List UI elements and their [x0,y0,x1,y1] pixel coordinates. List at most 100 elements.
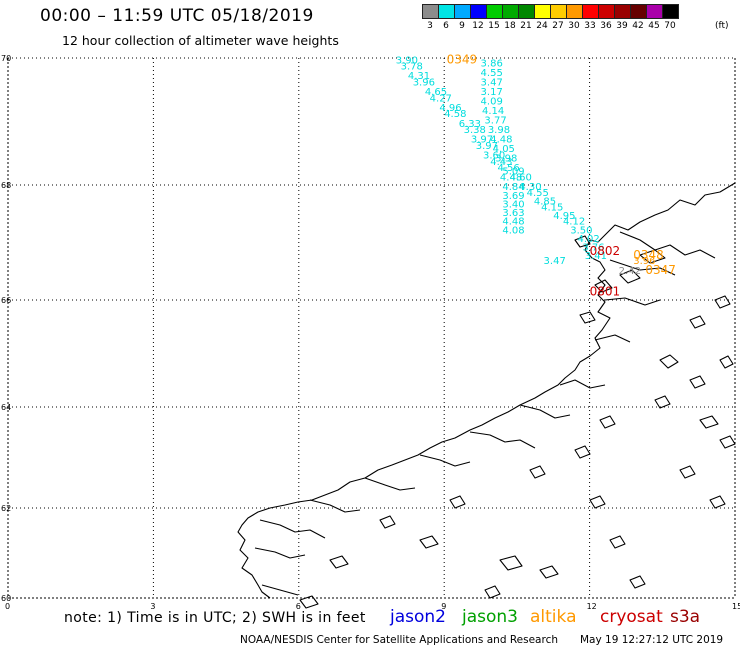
pass-time-label: 0348 [633,248,664,262]
wave-height-label: 3.47 [481,77,503,88]
lat-tick-label: 60 [1,594,11,603]
misc-wave-labels: 3.962.42 3.47 [544,256,656,277]
color-scale-labels: 3 6 9 12 15 18 21 24 27 30 33 36 39 42 45 70 [422,21,678,35]
satellite-legend-item: jason3 [462,607,518,627]
wave-height-label: 3.63 [502,208,524,219]
wave-height-label: 4.12 [563,217,585,228]
wave-height-label: 4.48 [500,173,522,184]
wave-height-label: 4.96 [439,103,461,114]
color-scale-label: 39 [616,21,628,31]
wave-height-label: 4.55 [527,188,549,199]
lat-tick-label: 68 [1,181,11,190]
wave-height-label: 4.48 [502,217,524,228]
wave-height-label: 3.86 [481,58,503,69]
lon-tick-label: 6 [296,602,301,611]
color-scale-label: 12 [472,21,484,31]
lat-tick-label: 64 [1,403,11,412]
satellite-legend-item: s3a [670,607,701,627]
wave-height-label: 4.15 [541,202,563,213]
wave-height-label: 3.98 [488,125,510,136]
wave-height-color-scale: 3 6 9 12 15 18 21 24 27 30 33 36 39 42 45 70 [422,4,679,35]
wave-height-label: 2.42 [619,266,641,277]
wave-height-label: 4.55 [481,68,503,79]
lat-tick-label: 62 [1,504,11,513]
wave-height-label: 4.43 [490,157,512,168]
axis-ticks: 70 68 66 64 62 600 3 6 9 12 15 [1,54,740,611]
wave-height-label: 3.98 [495,154,517,165]
color-scale-label: 15 [488,21,500,31]
wave-height-label: 3.60 [483,151,505,162]
color-scale-label: 30 [568,21,580,31]
wave-height-label: 4.09 [481,97,503,108]
map-frame [7,57,736,599]
altimeter-track-a: 3.864.553.473.174.094.143.773.984.484.05… [481,58,525,236]
wave-height-label: 3.47 [544,256,566,267]
altimeter-track-b: 3.903.784.313.964.654.274.964.586.333.38… [396,55,607,262]
color-scale-label: 21 [520,21,532,31]
wave-height-label: 4.84 [502,182,524,193]
color-scale-label: 36 [600,21,612,31]
color-scale-label: 9 [459,21,465,31]
wave-height-label: 3.90 [396,55,418,66]
color-scale-label: 6 [443,21,449,31]
lon-tick-label: 3 [150,602,155,611]
wave-height-label: 4.31 [408,71,430,82]
wave-height-label: 3.50 [570,225,592,236]
wave-height-label: 3.76 [582,243,604,254]
satellite-legend-item: jason2 [390,607,446,627]
pass-time-label: 0801 [590,284,621,298]
wave-height-label: 4.27 [430,93,452,104]
color-scale-label: 24 [536,21,548,31]
wave-height-label: 4.58 [444,109,466,120]
wave-height-label: 4.65 [425,87,447,98]
wave-height-label: 3.69 [502,191,524,202]
color-scale-label: 18 [504,21,516,31]
color-scale-swatch [662,4,679,19]
color-scale-unit: (ft) [715,21,729,31]
wave-height-label: 4.14 [482,106,504,117]
lon-tick-label: 12 [587,602,597,611]
color-scale-swatches [422,4,679,19]
note-text: note: 1) Time is in UTC; 2) SWH is in fe… [64,610,366,626]
pass-time-label: 0347 [645,263,676,277]
satellite-legend-item: altika [530,607,577,627]
footer-source: NOAA/NESDIS Center for Satellite Applica… [240,634,558,646]
wave-height-label: 3.78 [401,62,423,73]
satellite-legend-item: cryosat [600,607,663,627]
color-scale-label: 70 [664,21,676,31]
wave-height-label: 4.56 [498,163,520,174]
map-title: 00:00 – 11:59 UTC 05/18/2019 [40,6,314,26]
wave-height-label: 3.41 [585,251,607,262]
color-scale-label: 27 [552,21,564,31]
wave-height-label: 3.97 [471,135,493,146]
lat-lon-grid [7,57,736,599]
map-subtitle: 12 hour collection of altimeter wave hei… [62,33,339,48]
footer-timestamp: May 19 12:27:12 UTC 2019 [580,634,724,646]
lon-tick-label: 9 [441,602,446,611]
lat-tick-label: 70 [1,54,11,63]
color-scale-label: 45 [648,21,660,31]
wave-height-label: 6.33 [459,119,481,130]
coastline [237,182,736,609]
wave-height-label: 4.30 [519,182,541,193]
wave-height-label: 3.17 [481,87,503,98]
wave-height-label: 5.09 [502,166,524,177]
wave-height-label: 4.48 [490,135,512,146]
wave-height-label: 3.38 [464,125,486,136]
wave-height-label: 3.96 [633,256,655,267]
color-scale-label: 3 [427,21,433,31]
wave-height-label: 3.40 [502,199,524,210]
wave-height-label: 4.05 [493,144,515,155]
color-scale-label: 33 [584,21,596,31]
lon-tick-label: 0 [5,602,10,611]
wave-height-label: 4.08 [502,225,524,236]
wave-height-label: 4.85 [534,197,556,208]
color-scale-label: 42 [632,21,644,31]
wave-height-label: 4.95 [553,211,575,222]
wave-height-label: 4.60 [510,173,532,184]
wave-height-label: 4.02 [577,234,599,245]
wave-height-label: 3.96 [413,77,435,88]
pass-time-label: 0349 [447,52,478,66]
pass-time-label: 0802 [590,244,621,258]
